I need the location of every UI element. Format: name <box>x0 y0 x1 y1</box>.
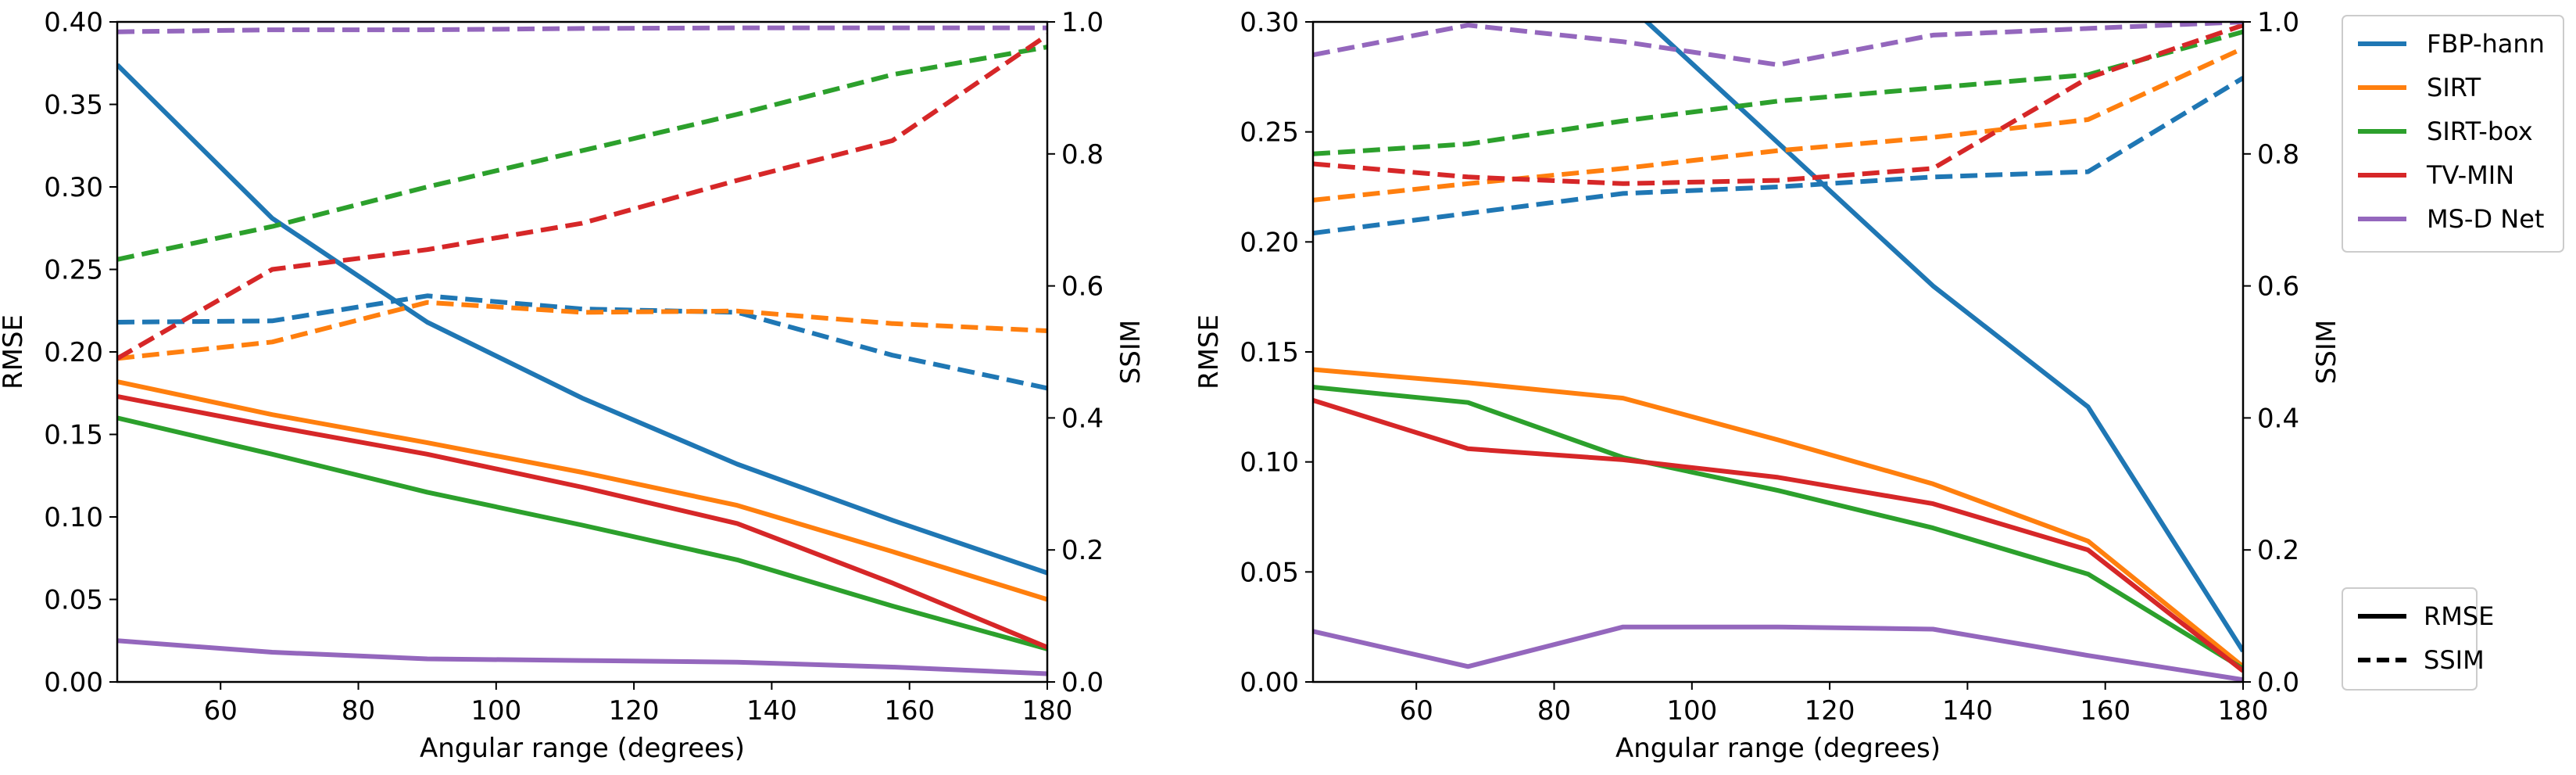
legend-label-tv-min: TV-MIN <box>2426 160 2514 190</box>
y-tick-label: 0.20 <box>1240 227 1299 258</box>
legend-style-label-rmse: RMSE <box>2424 601 2494 631</box>
y-tick-label: 0.10 <box>1240 447 1299 479</box>
y2-tick-label: 0.0 <box>1061 667 1104 698</box>
legend-styles-box <box>2342 587 2478 691</box>
legend-styles: RMSE SSIM <box>2342 587 2494 691</box>
x-tick-label: 60 <box>1400 695 1433 727</box>
legend-methods-box <box>2342 15 2564 253</box>
x-axis-label: Angular range (degrees) <box>1615 733 1941 764</box>
y2-axis-label: SSIM <box>1115 320 1147 385</box>
right-chart: 60 80 100 120 140 160 180 0.00 0.05 0.10 0.15 0.20 0… <box>1193 7 2342 764</box>
legend-label-ms-d-net: MS-D Net <box>2427 204 2544 234</box>
rmse-line-tv-min <box>1313 398 2243 673</box>
x-tick-label: 120 <box>1805 695 1855 727</box>
ssim-line-sirt <box>1313 46 2243 203</box>
ssim-line-fbp-hann <box>1313 76 2243 236</box>
y-tick-label: 0.35 <box>44 90 103 121</box>
rmse-line-fbp-hann <box>117 63 1047 576</box>
ssim-line-sirt <box>117 300 1047 361</box>
x-tick-label: 140 <box>1942 695 1993 727</box>
rmse-line-ms-d-net <box>1313 624 2243 682</box>
y2-tick-label: 0.6 <box>2257 271 2299 303</box>
ssim-line-ms-d-net <box>117 25 1047 34</box>
x-tick-label: 180 <box>1022 695 1073 727</box>
x-tick-label: 100 <box>1666 695 1717 727</box>
y-tick-label: 0.05 <box>44 585 103 616</box>
x-axis-label: Angular range (degrees) <box>420 733 745 764</box>
axes-frame <box>116 20 1049 684</box>
y2-tick-label: 0.4 <box>1061 403 1104 434</box>
x-tick-label: 180 <box>2218 695 2269 727</box>
y-tick-label: 0.10 <box>44 502 103 533</box>
y2-tick-label: 0.0 <box>2257 667 2299 698</box>
y-tick-label: 0.15 <box>1240 337 1299 368</box>
x-tick-label: 80 <box>342 695 375 727</box>
y2-tick-label: 0.2 <box>2257 535 2299 566</box>
y2-axis-label: SSIM <box>2311 320 2342 385</box>
rmse-line-tv-min <box>117 394 1047 650</box>
y2-tick-label: 1.0 <box>2257 7 2299 38</box>
plot-area <box>1313 22 2243 682</box>
x-tick-label: 120 <box>609 695 660 727</box>
legend-label-sirt-box: SIRT-box <box>2427 117 2533 146</box>
rmse-line-fbp-hann <box>1643 22 2243 653</box>
rmse-line-sirt-box <box>117 415 1047 651</box>
y-tick-label: 0.25 <box>1240 117 1299 149</box>
ssim-line-ms-d-net <box>1313 22 2243 67</box>
legend-label-sirt: SIRT <box>2427 73 2481 102</box>
legend-methods: FBP-hann SIRT SIRT-box TV-MIN MS-D Net <box>2342 15 2564 253</box>
x-tick-label: 100 <box>470 695 521 727</box>
y-tick-label: 0.00 <box>44 667 103 698</box>
x-tick-label: 160 <box>2080 695 2131 727</box>
y-tick-label: 0.05 <box>1240 557 1299 588</box>
y-axis-label: RMSE <box>1193 314 1225 389</box>
y2-tick-label: 0.8 <box>2257 139 2299 170</box>
x-tick-label: 140 <box>746 695 797 727</box>
y-axis-label: RMSE <box>0 314 29 389</box>
y2-tick-label: 0.2 <box>1061 535 1104 566</box>
ssim-line-fbp-hann <box>117 293 1047 391</box>
plot-area <box>117 25 1047 676</box>
rmse-line-sirt-box <box>1313 385 2243 671</box>
y-tick-label: 0.30 <box>44 172 103 203</box>
x-tick-label: 160 <box>884 695 935 727</box>
y-tick-label: 0.20 <box>44 337 103 368</box>
legend-label-fbp-hann: FBP-hann <box>2427 29 2545 59</box>
y2-tick-label: 1.0 <box>1061 7 1104 38</box>
left-chart: 60 80 100 120 140 160 180 0.00 0.05 0.10 0.15 0.20 0… <box>0 7 1147 764</box>
y-tick-label: 0.25 <box>44 255 103 286</box>
y-tick-label: 0.40 <box>44 7 103 38</box>
ssim-line-tv-min <box>1313 23 2243 186</box>
ssim-line-sirt-box <box>117 45 1047 262</box>
y-tick-label: 0.15 <box>44 420 103 451</box>
y2-tick-label: 0.8 <box>1061 139 1104 170</box>
y-tick-label: 0.00 <box>1240 667 1299 698</box>
y2-tick-label: 0.4 <box>2257 403 2299 434</box>
legend-style-label-ssim: SSIM <box>2424 645 2485 675</box>
rmse-line-sirt <box>117 379 1047 602</box>
rmse-line-ms-d-net <box>117 638 1047 676</box>
x-tick-label: 80 <box>1537 695 1571 727</box>
y2-tick-label: 0.6 <box>1061 271 1104 303</box>
x-tick-label: 60 <box>204 695 238 727</box>
rmse-line-sirt <box>1313 367 2243 669</box>
ssim-line-sirt-box <box>1313 29 2243 156</box>
y-tick-label: 0.30 <box>1240 7 1299 38</box>
ssim-line-tv-min <box>117 33 1047 361</box>
